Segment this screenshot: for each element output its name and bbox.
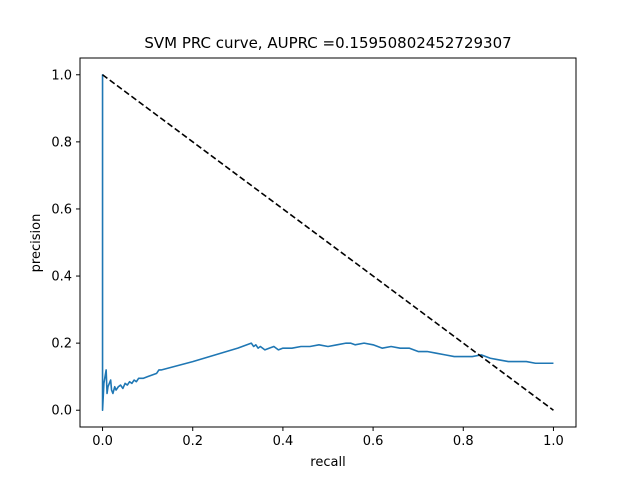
x-axis-label: recall [310,455,345,470]
y-tick-label: 0.0 [51,404,72,419]
x-tick-label: 0.0 [92,434,113,449]
x-tick-label: 0.4 [273,434,294,449]
y-tick-label: 0.2 [51,337,72,352]
axes-frame [79,57,577,428]
y-tick-label: 0.8 [51,135,72,150]
y-tick-label: 0.6 [51,202,72,217]
baseline-dashed-line [102,74,554,411]
y-axis-label: precision [29,214,44,273]
x-tick-label: 0.2 [182,434,203,449]
y-axis: 0.0 0.2 0.4 0.6 0.8 1.0 [51,68,80,419]
x-axis: 0.0 0.2 0.4 0.6 0.8 1.0 [92,427,564,449]
prc-curve-line [101,73,554,412]
x-tick-label: 0.8 [453,434,474,449]
chart-title: SVM PRC curve, AUPRC =0.1595080245272930… [144,34,511,52]
y-tick-label: 0.4 [51,270,72,285]
x-tick-label: 1.0 [543,434,564,449]
x-tick-label: 0.6 [363,434,384,449]
y-tick-label: 1.0 [51,68,72,83]
plot-area [101,73,554,412]
